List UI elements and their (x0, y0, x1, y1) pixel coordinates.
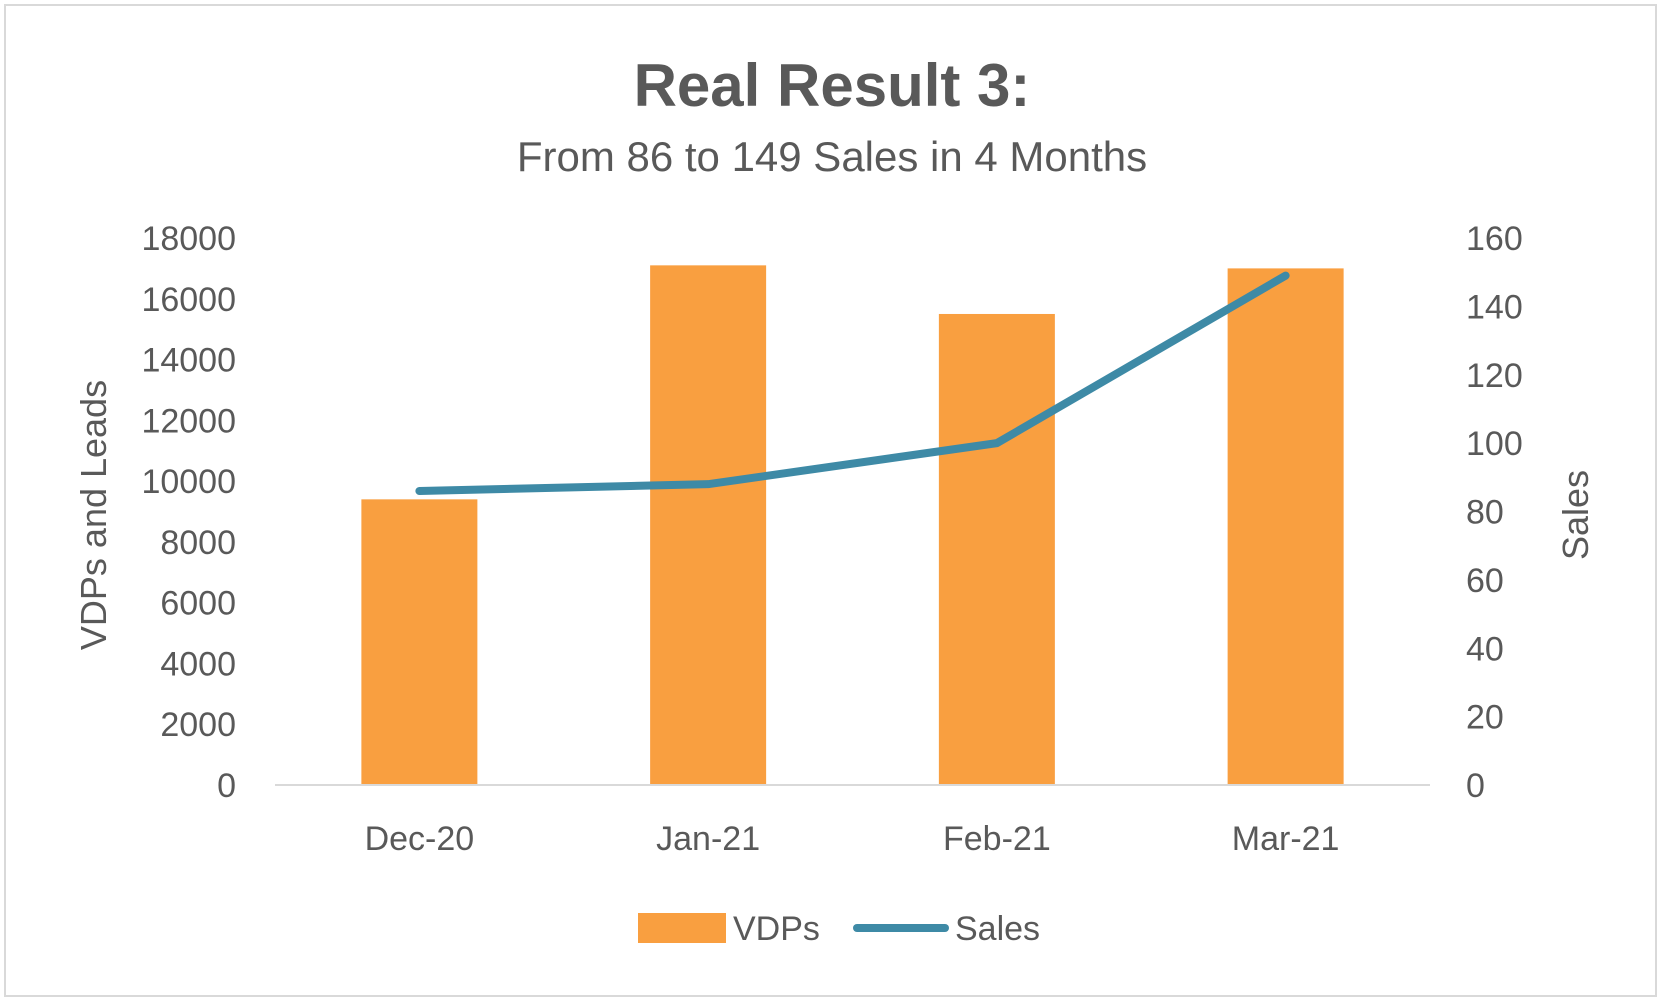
left-axis-title: VDPs and Leads (73, 380, 114, 650)
left-axis-tick-label: 10000 (141, 463, 236, 501)
right-axis-tick-label: 160 (1466, 220, 1523, 258)
left-axis-tick-label: 4000 (160, 645, 236, 683)
left-axis-tick-label: 12000 (141, 402, 236, 440)
vdps-bar-dec-20 (361, 499, 478, 785)
right-axis-tick-label: 20 (1466, 699, 1504, 737)
right-axis-tick-label: 80 (1466, 494, 1504, 532)
left-axis-tick-label: 0 (217, 767, 236, 805)
x-axis-tick-label: Jan-21 (656, 820, 760, 858)
chart-title: Real Result 3: (634, 52, 1031, 119)
right-axis-tick-label: 0 (1466, 767, 1485, 805)
left-axis-ticks: 0 2000 4000 6000 8000 10000 12000 14000 16000 180… (141, 220, 236, 805)
right-axis-tick-label: 60 (1466, 562, 1504, 600)
legend-sales-label: Sales (955, 910, 1040, 948)
left-axis-tick-label: 2000 (160, 706, 236, 744)
left-axis-tick-label: 18000 (141, 220, 236, 258)
right-axis-tick-label: 40 (1466, 630, 1504, 668)
x-axis-tick-label: Feb-21 (943, 820, 1051, 858)
right-axis-tick-label: 140 (1466, 288, 1523, 326)
x-axis-tick-label: Mar-21 (1232, 820, 1340, 858)
chart-subtitle: From 86 to 149 Sales in 4 Months (517, 133, 1147, 180)
right-axis-ticks: 0 20 40 60 80 100 120 140 160 (1466, 220, 1523, 805)
sales-line-group (415, 271, 1290, 495)
legend-vdps-swatch (638, 913, 726, 943)
legend-vdps-label: VDPs (733, 910, 820, 948)
right-axis-tick-label: 120 (1466, 357, 1523, 395)
vdps-bar-mar-21 (1227, 268, 1344, 785)
vdps-bar-jan-21 (650, 265, 767, 786)
chart-frame (4, 4, 1657, 997)
left-axis-tick-label: 8000 (160, 524, 236, 562)
right-axis-title: Sales (1555, 470, 1596, 560)
left-axis-tick-label: 6000 (160, 585, 236, 623)
left-axis-tick-label: 16000 (141, 281, 236, 319)
vdps-bar-feb-21 (938, 313, 1055, 785)
x-axis-tick-label: Dec-20 (365, 820, 475, 858)
right-axis-tick-label: 100 (1466, 425, 1523, 463)
legend: VDPs Sales (638, 910, 1040, 948)
x-axis-ticks: Dec-20 Jan-21 Feb-21 Mar-21 (365, 820, 1340, 858)
sales-line (415, 271, 1290, 495)
left-axis-tick-label: 14000 (141, 342, 236, 380)
vdps-bars (361, 265, 1344, 786)
